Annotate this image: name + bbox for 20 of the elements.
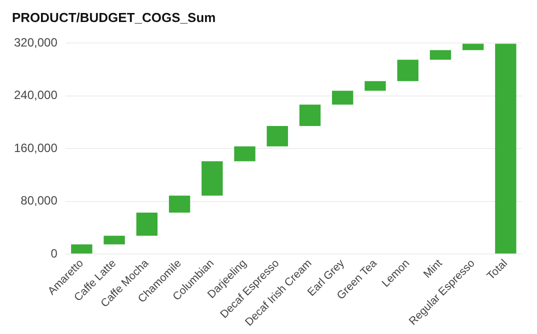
chart-title: PRODUCT/BUDGET_COGS_Sum	[12, 10, 216, 25]
bar	[495, 44, 516, 254]
y-tick-label: 160,000	[14, 140, 58, 155]
bar	[202, 161, 223, 196]
bar	[104, 236, 125, 244]
bar	[136, 212, 158, 236]
bar	[71, 244, 92, 254]
y-tick-label: 80,000	[20, 194, 58, 208]
y-tick-label: 240,000	[14, 88, 58, 102]
bar	[266, 126, 288, 146]
bar	[299, 104, 321, 126]
y-tick-label: 320,000	[14, 36, 58, 50]
bar	[364, 81, 386, 91]
y-tick-label: 0	[50, 246, 58, 260]
bar	[397, 60, 418, 82]
bar	[234, 146, 256, 162]
bar	[462, 44, 484, 50]
bar	[430, 50, 452, 60]
bar	[168, 196, 190, 213]
bar	[332, 90, 354, 105]
